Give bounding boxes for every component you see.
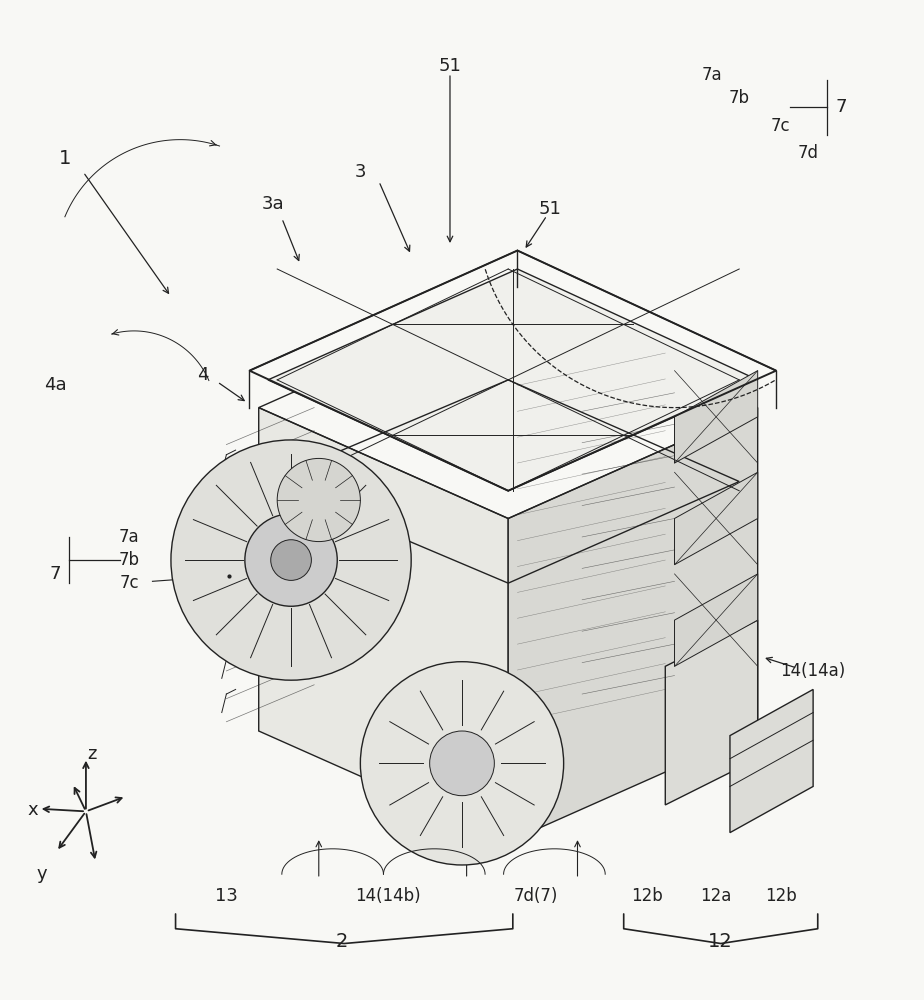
Text: 7: 7 bbox=[835, 98, 846, 116]
Text: 14(14a): 14(14a) bbox=[781, 662, 845, 680]
Text: 2: 2 bbox=[335, 932, 348, 951]
Text: 7: 7 bbox=[50, 565, 61, 583]
Text: 7d: 7d bbox=[798, 144, 819, 162]
Circle shape bbox=[271, 540, 311, 580]
Text: 7d(7): 7d(7) bbox=[514, 887, 558, 905]
Text: 3: 3 bbox=[355, 163, 366, 181]
Text: 3a: 3a bbox=[261, 195, 284, 213]
Circle shape bbox=[171, 440, 411, 680]
Text: 7b: 7b bbox=[729, 89, 749, 107]
Text: 7b: 7b bbox=[119, 551, 140, 569]
Text: 51: 51 bbox=[439, 57, 461, 75]
Polygon shape bbox=[730, 689, 813, 833]
Polygon shape bbox=[675, 574, 758, 666]
Circle shape bbox=[360, 662, 564, 865]
Polygon shape bbox=[268, 269, 758, 491]
Text: 7c: 7c bbox=[771, 117, 791, 135]
Text: 13: 13 bbox=[215, 887, 237, 905]
Circle shape bbox=[277, 458, 360, 542]
Polygon shape bbox=[665, 620, 758, 805]
Polygon shape bbox=[508, 408, 758, 842]
Text: 8: 8 bbox=[581, 362, 592, 380]
Text: z: z bbox=[88, 745, 97, 763]
Circle shape bbox=[245, 514, 337, 606]
Text: 14(14b): 14(14b) bbox=[355, 887, 421, 905]
Text: 4: 4 bbox=[198, 366, 209, 384]
Text: 12: 12 bbox=[709, 932, 733, 951]
Text: 7c: 7c bbox=[119, 574, 140, 592]
Text: 4a: 4a bbox=[44, 375, 67, 393]
Text: 12a: 12a bbox=[700, 887, 732, 905]
Text: 51: 51 bbox=[539, 200, 561, 218]
Polygon shape bbox=[675, 371, 758, 463]
Text: y: y bbox=[36, 865, 47, 883]
Text: 7a: 7a bbox=[701, 66, 722, 84]
Text: 12b: 12b bbox=[765, 887, 796, 905]
Text: 12b: 12b bbox=[631, 887, 663, 905]
Text: 7a: 7a bbox=[119, 528, 140, 546]
Text: x: x bbox=[27, 801, 38, 819]
Text: 1: 1 bbox=[58, 149, 71, 168]
Polygon shape bbox=[675, 472, 758, 565]
Polygon shape bbox=[259, 408, 508, 842]
Circle shape bbox=[430, 731, 494, 796]
